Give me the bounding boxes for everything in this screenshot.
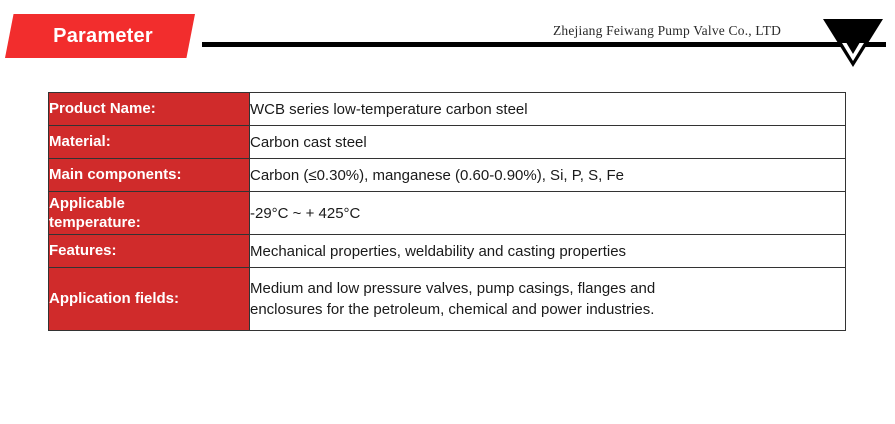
- row-label-features: Features:: [48, 234, 250, 268]
- table-row: Application fields: Medium and low press…: [48, 267, 846, 331]
- row-label-application-fields: Application fields:: [48, 267, 250, 331]
- table-row: Applicable temperature: -29°C ~ + 425°C: [48, 191, 846, 235]
- value-line: enclosures for the petroleum, chemical a…: [250, 301, 655, 318]
- value-line: Carbon (≤0.30%), manganese (0.60-0.90%),…: [250, 166, 624, 184]
- row-label-main-components: Main components:: [48, 158, 250, 192]
- table-row: Main components: Carbon (≤0.30%), mangan…: [48, 158, 846, 192]
- row-value-features: Mechanical properties, weldability and c…: [249, 234, 846, 268]
- table-row: Material: Carbon cast steel: [48, 125, 846, 159]
- label-text: Application fields:: [49, 290, 180, 308]
- row-label-product-name: Product Name:: [48, 92, 250, 126]
- value-line: Carbon cast steel: [250, 133, 367, 151]
- parameter-spec-table: Product Name: WCB series low-temperature…: [48, 92, 846, 331]
- value-line: -29°C ~ + 425°C: [250, 204, 361, 222]
- row-value-applicable-temperature: -29°C ~ + 425°C: [249, 191, 846, 235]
- label-text: Features:: [49, 242, 117, 260]
- table-row: Product Name: WCB series low-temperature…: [48, 92, 846, 126]
- row-value-application-fields: Medium and low pressure valves, pump cas…: [249, 267, 846, 331]
- row-value-material: Carbon cast steel: [249, 125, 846, 159]
- row-value-product-name: WCB series low-temperature carbon steel: [249, 92, 846, 126]
- row-label-applicable-temperature: Applicable temperature:: [48, 191, 250, 235]
- label-text-line: temperature:: [49, 214, 141, 231]
- triangle-down-notched-icon: [822, 18, 884, 68]
- page-header: Parameter Zhejiang Feiwang Pump Valve Co…: [0, 0, 895, 80]
- table-row: Features: Mechanical properties, weldabi…: [48, 234, 846, 268]
- value-line: Mechanical properties, weldability and c…: [250, 242, 627, 260]
- row-label-material: Material:: [48, 125, 250, 159]
- company-name: Zhejiang Feiwang Pump Valve Co., LTD: [552, 23, 782, 38]
- label-text: Main components:: [49, 166, 182, 184]
- header-divider-rule: [202, 42, 886, 47]
- table-body: Product Name: WCB series low-temperature…: [48, 92, 846, 331]
- value-line: Medium and low pressure valves, pump cas…: [250, 280, 656, 297]
- label-text: Product Name:: [49, 100, 156, 118]
- label-text: Material:: [49, 133, 111, 151]
- label-text-line: Applicable: [49, 194, 125, 212]
- value-line: WCB series low-temperature carbon steel: [250, 100, 528, 118]
- parameter-tag-label: Parameter: [53, 24, 153, 47]
- row-value-main-components: Carbon (≤0.30%), manganese (0.60-0.90%),…: [249, 158, 846, 192]
- parameter-tag-banner: Parameter: [5, 14, 195, 58]
